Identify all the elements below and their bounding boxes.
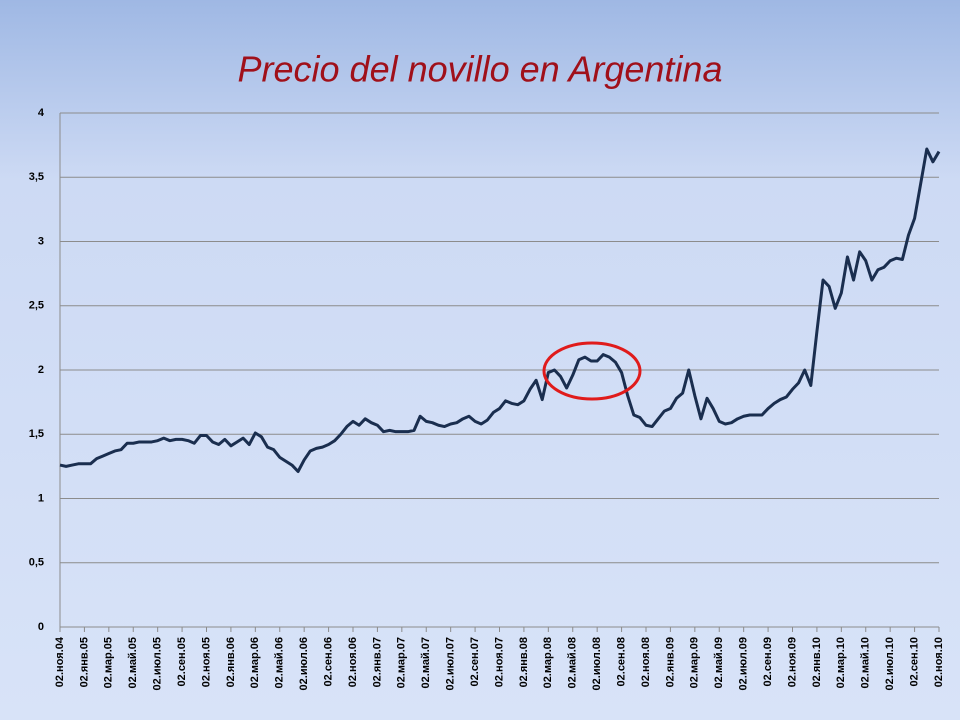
- x-tick-label: 02.мар.10: [835, 637, 847, 688]
- x-tick-label: 02.июл.09: [738, 637, 750, 690]
- x-tick-label: 02.май.05: [127, 637, 139, 688]
- x-tick-label: 02.янв.05: [78, 637, 90, 687]
- x-tick-label: 02.сен.08: [615, 637, 627, 686]
- x-tick-label: 02.июл.05: [152, 637, 164, 690]
- x-tick-label: 02.сен.07: [469, 637, 481, 686]
- x-tick-label: 02.ноя.06: [347, 637, 359, 687]
- x-tick-label: 02.янв.06: [225, 637, 237, 687]
- x-tick-label: 02.июл.10: [884, 637, 896, 690]
- x-tick-label: 02.янв.07: [371, 637, 383, 687]
- x-tick-label: 02.ноя.05: [200, 637, 212, 687]
- x-tick-label: 02.мар.09: [689, 637, 701, 688]
- x-tick-label: 02.мар.08: [542, 637, 554, 688]
- y-tick-label: 2,5: [29, 300, 44, 312]
- highlight-circle: [542, 341, 642, 401]
- x-tick-label: 02.ноя.09: [786, 637, 798, 687]
- x-tick-label: 02.сен.09: [762, 637, 774, 686]
- x-tick-label: 02.ноя.10: [933, 637, 945, 687]
- x-tick-label: 02.янв.10: [811, 637, 823, 687]
- x-tick-label: 02.июл.06: [298, 637, 310, 690]
- x-tick-label: 02.май.08: [567, 637, 579, 688]
- x-tick-label: 02.май.10: [860, 637, 872, 688]
- x-tick-label: 02.ноя.08: [640, 637, 652, 687]
- x-tick-label: 02.июл.07: [445, 637, 457, 690]
- x-tick-label: 02.мар.06: [249, 637, 261, 688]
- x-tick-label: 02.ноя.07: [493, 637, 505, 687]
- y-tick-label: 0,5: [29, 557, 44, 569]
- x-tick-label: 02.май.09: [713, 637, 725, 688]
- y-tick-label: 3,5: [29, 171, 44, 183]
- x-tick-label: 02.сен.10: [908, 637, 920, 686]
- x-tick-label: 02.янв.09: [664, 637, 676, 687]
- x-tick-label: 02.май.07: [420, 637, 432, 688]
- x-tick-label: 02.май.06: [274, 637, 286, 688]
- y-tick-label: 3: [38, 235, 44, 247]
- y-tick-label: 4: [38, 107, 45, 119]
- y-tick-label: 1: [38, 492, 44, 504]
- plot-area: 0 0,5 1 1,5 2 2,5 3 3,5 4 02.ноя.04 02.янв.05 02.ма…: [29, 107, 945, 691]
- data-line: [59, 147, 941, 474]
- y-tick-label: 1,5: [29, 428, 44, 440]
- y-tick-label: 0: [38, 621, 44, 633]
- x-tick-label: 02.мар.05: [103, 637, 115, 688]
- x-tick-label: 02.сен.06: [322, 637, 334, 686]
- x-tick-label: 02.сен.05: [176, 637, 188, 686]
- chart-title: Precio del novillo en Argentina: [238, 49, 723, 90]
- x-tick-label: 02.июл.08: [591, 637, 603, 690]
- y-tick-label: 2: [38, 364, 44, 376]
- x-tick-label: 02.мар.07: [396, 637, 408, 688]
- x-tick-label: 02.ноя.04: [54, 636, 66, 687]
- x-tick-label: 02.янв.08: [518, 637, 530, 687]
